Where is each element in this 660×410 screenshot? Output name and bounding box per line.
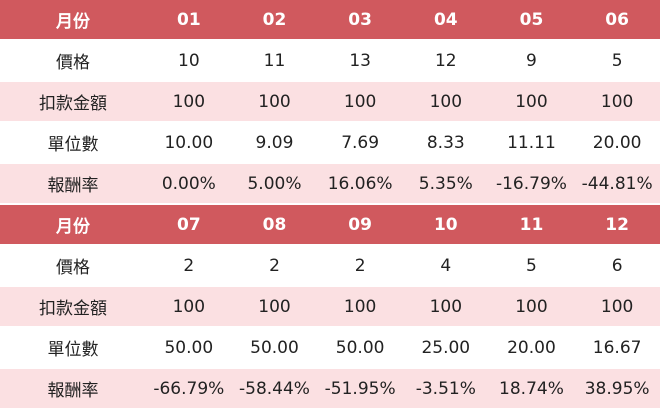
table-cell: 38.95%: [574, 369, 660, 410]
table-cell: 100: [402, 287, 489, 328]
table-cell: 5: [574, 41, 660, 82]
month-header-cell: 09: [317, 205, 403, 246]
table-cell: 5.35%: [402, 164, 489, 205]
month-header-cell: 10: [402, 205, 489, 246]
table-cell: 20.00: [488, 328, 575, 369]
table-cell: 16.67: [574, 328, 660, 369]
table-cell: 7.69: [317, 123, 403, 164]
table-cell: 100: [146, 287, 232, 328]
table-cell: 12: [402, 41, 489, 82]
header-row: 月份 07 08 09 10 11 12: [0, 205, 660, 246]
price-row: 價格 10 11 13 12 9 5: [0, 41, 660, 82]
return-row: 報酬率 -66.79% -58.44% -51.95% -3.51% 18.74…: [0, 369, 660, 410]
table-cell: 11.11: [488, 123, 575, 164]
table-cell: 0.00%: [146, 164, 232, 205]
month-header-cell: 11: [488, 205, 575, 246]
table-cell: 100: [317, 82, 403, 123]
table-cell: 100: [402, 82, 489, 123]
row-label-price: 價格: [0, 41, 146, 82]
table-cell: -3.51%: [402, 369, 489, 410]
row-label-return: 報酬率: [0, 369, 146, 410]
table-cell: 100: [574, 82, 660, 123]
table-cell: 100: [317, 287, 403, 328]
month-header-cell: 04: [402, 0, 489, 41]
table-cell: 100: [488, 82, 575, 123]
table-cell: 50.00: [231, 328, 318, 369]
table-cell: 100: [231, 82, 318, 123]
table-cell: 100: [574, 287, 660, 328]
table-cell: 2: [317, 246, 403, 287]
table-cell: 100: [488, 287, 575, 328]
month-header-cell: 03: [317, 0, 403, 41]
month-header-cell: 01: [146, 0, 232, 41]
table-cell: 100: [231, 287, 318, 328]
amount-row: 扣款金額 100 100 100 100 100 100: [0, 287, 660, 328]
table-cell: -58.44%: [231, 369, 318, 410]
month-header-cell: 12: [574, 205, 660, 246]
table-cell: 9.09: [231, 123, 318, 164]
table-cell: -51.95%: [317, 369, 403, 410]
table-cell: 5: [488, 246, 575, 287]
table-cell: 8.33: [402, 123, 489, 164]
table-cell: 11: [231, 41, 318, 82]
table-cell: -16.79%: [488, 164, 575, 205]
table-cell: 50.00: [146, 328, 232, 369]
table-cell: 10.00: [146, 123, 232, 164]
table-cell: -66.79%: [146, 369, 232, 410]
amount-row: 扣款金額 100 100 100 100 100 100: [0, 82, 660, 123]
row-label-units: 單位數: [0, 123, 146, 164]
row-label-amount: 扣款金額: [0, 82, 146, 123]
table-cell: 9: [488, 41, 575, 82]
month-header-cell: 06: [574, 0, 660, 41]
month-header-cell: 02: [231, 0, 318, 41]
table-cell: 2: [231, 246, 318, 287]
header-row: 月份 01 02 03 04 05 06: [0, 0, 660, 41]
table-cell: 18.74%: [488, 369, 575, 410]
table-cell: 10: [146, 41, 232, 82]
table-cell: 5.00%: [231, 164, 318, 205]
row-label-amount: 扣款金額: [0, 287, 146, 328]
row-label-units: 單位數: [0, 328, 146, 369]
month-header-cell: 08: [231, 205, 318, 246]
table-cell: 25.00: [402, 328, 489, 369]
price-row: 價格 2 2 2 4 5 6: [0, 246, 660, 287]
month-header-label: 月份: [0, 205, 146, 246]
return-row: 報酬率 0.00% 5.00% 16.06% 5.35% -16.79% -44…: [0, 164, 660, 205]
table-cell: 13: [317, 41, 403, 82]
table-cell: -44.81%: [574, 164, 660, 205]
units-row: 單位數 50.00 50.00 50.00 25.00 20.00 16.67: [0, 328, 660, 369]
table-cell: 2: [146, 246, 232, 287]
month-header-cell: 07: [146, 205, 232, 246]
table-cell: 4: [402, 246, 489, 287]
table-cell: 50.00: [317, 328, 403, 369]
row-label-return: 報酬率: [0, 164, 146, 205]
table-cell: 20.00: [574, 123, 660, 164]
month-header-cell: 05: [488, 0, 575, 41]
table-cell: 16.06%: [317, 164, 403, 205]
table-cell: 100: [146, 82, 232, 123]
units-row: 單位數 10.00 9.09 7.69 8.33 11.11 20.00: [0, 123, 660, 164]
month-header-label: 月份: [0, 0, 146, 41]
table-cell: 6: [574, 246, 660, 287]
row-label-price: 價格: [0, 246, 146, 287]
